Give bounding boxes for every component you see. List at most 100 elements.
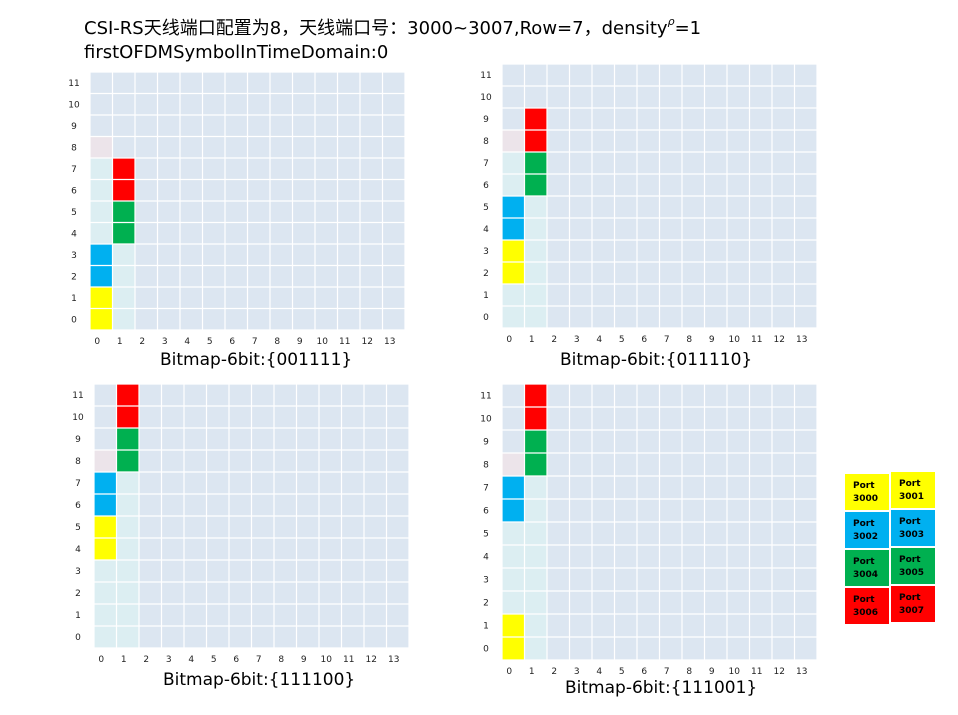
legend-port-3003: Port 3003 (891, 510, 935, 546)
x-tick-label: 6 (641, 667, 647, 677)
port-re-blue (94, 472, 117, 494)
port-re-green (524, 453, 547, 476)
y-tick-label: 1 (483, 622, 489, 632)
x-tick-label: 10 (729, 335, 741, 345)
x-tick-label: 4 (596, 335, 602, 345)
y-tick-label: 1 (483, 291, 489, 301)
y-tick-label: 5 (483, 530, 489, 540)
panel-2-caption: Bitmap-6bit:{011110} (560, 350, 753, 370)
x-tick-label: 6 (229, 337, 235, 347)
x-tick-label: 11 (339, 337, 350, 347)
x-tick-label: 13 (384, 337, 395, 347)
x-tick-label: 4 (188, 655, 194, 665)
x-tick-label: 3 (574, 667, 580, 677)
shaded-re (502, 152, 525, 174)
shaded-re (90, 136, 113, 158)
x-tick-label: 3 (162, 337, 168, 347)
legend-port-label: Port (899, 593, 921, 603)
legend-port-number: 3005 (899, 568, 925, 578)
diagram-title: CSI-RS天线端口配置为8，天线端口号：3000~3007,Row=7，den… (84, 10, 701, 65)
y-tick-label: 9 (483, 115, 489, 125)
shaded-re (524, 545, 547, 568)
y-tick-label: 5 (483, 203, 489, 213)
shaded-re (90, 179, 113, 201)
shaded-re (524, 196, 547, 218)
y-tick-label: 11 (68, 79, 79, 89)
x-tick-label: 4 (596, 667, 602, 677)
x-tick-label: 8 (278, 655, 284, 665)
legend-port-3004: Port 3004 (845, 550, 889, 586)
port-re-green (112, 222, 135, 244)
shaded-re (90, 201, 113, 223)
x-tick-label: 6 (641, 335, 647, 345)
y-tick-label: 3 (483, 576, 489, 586)
y-tick-label: 10 (72, 413, 84, 423)
shaded-re (502, 284, 525, 306)
port-re-red (524, 108, 547, 130)
shaded-re (112, 244, 135, 266)
shaded-re (524, 306, 547, 328)
shaded-re (116, 582, 139, 604)
x-tick-label: 7 (664, 667, 670, 677)
x-tick-label: 13 (796, 667, 807, 677)
x-tick-label: 1 (529, 667, 535, 677)
shaded-re (502, 174, 525, 196)
y-tick-label: 6 (483, 507, 489, 517)
port-re-red (112, 179, 135, 201)
y-tick-label: 8 (483, 137, 489, 147)
y-tick-label: 7 (75, 479, 81, 489)
legend-port-label: Port (853, 481, 875, 491)
x-tick-label: 0 (506, 335, 512, 345)
panel-1-caption: Bitmap-6bit:{001111} (160, 350, 353, 370)
shaded-re (116, 472, 139, 494)
shaded-re (502, 568, 525, 591)
port-re-blue (502, 499, 525, 522)
x-tick-label: 2 (551, 667, 557, 677)
y-tick-label: 9 (483, 438, 489, 448)
port-re-green (116, 450, 139, 472)
resource-grid-panel-2: 0 1 2 3 4 5 6 7 8 9 10 11 0 1 2 3 4 5 6 7 8 9 10 11 12 13 (474, 63, 824, 358)
legend-port-label: Port (853, 595, 875, 605)
port-re-yellow (90, 308, 113, 330)
x-tick-label: 7 (252, 337, 258, 347)
y-tick-label: 11 (480, 392, 491, 402)
y-tick-label: 0 (75, 633, 81, 643)
legend-port-number: 3004 (853, 570, 879, 580)
shaded-re (94, 582, 117, 604)
x-tick-label: 12 (362, 337, 373, 347)
shaded-re (502, 130, 525, 152)
shaded-re (116, 604, 139, 626)
legend-port-number: 3002 (853, 532, 879, 542)
x-tick-label: 0 (506, 667, 512, 677)
shaded-re (524, 522, 547, 545)
legend-port-3005: Port 3005 (891, 548, 935, 584)
x-tick-label: 7 (256, 655, 262, 665)
x-tick-label: 9 (709, 335, 715, 345)
x-tick-label: 0 (94, 337, 100, 347)
y-tick-label: 3 (75, 567, 81, 577)
y-tick-label: 8 (75, 457, 81, 467)
x-tick-label: 9 (301, 655, 307, 665)
port-re-green (524, 152, 547, 174)
y-tick-label: 9 (71, 122, 77, 132)
legend-port-number: 3001 (899, 492, 925, 502)
title-rho-symbol: ρ (667, 15, 675, 28)
shaded-re (116, 538, 139, 560)
shaded-re (524, 591, 547, 614)
shaded-re (116, 516, 139, 538)
legend-port-label: Port (899, 479, 921, 489)
x-tick-label: 5 (619, 667, 625, 677)
x-tick-label: 3 (574, 335, 580, 345)
legend-port-3000: Port 3000 (845, 474, 889, 510)
shaded-re (524, 218, 547, 240)
y-tick-label: 6 (71, 186, 77, 196)
x-tick-label: 8 (686, 335, 692, 345)
resource-grid-panel-4: 0 1 2 3 4 5 6 7 8 9 10 11 0 1 2 3 4 5 6 7 8 9 10 11 12 13 (474, 383, 824, 684)
x-tick-label: 12 (774, 667, 785, 677)
port-re-blue (502, 218, 525, 240)
shaded-re (112, 308, 135, 330)
y-tick-label: 4 (483, 225, 489, 235)
legend-port-label: Port (853, 557, 875, 567)
